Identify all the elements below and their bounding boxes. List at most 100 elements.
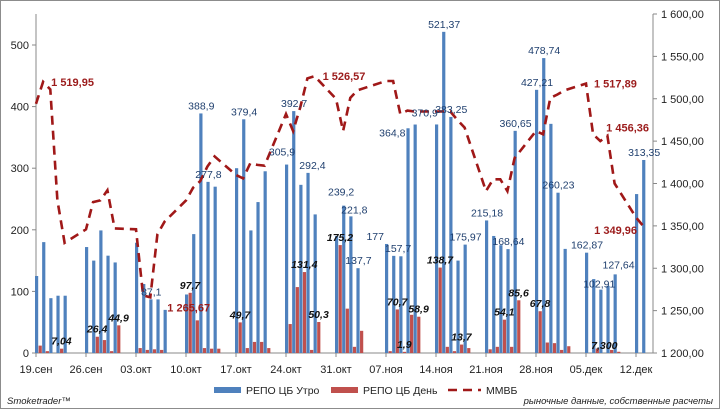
bar-repo-utro [106,255,110,353]
legend-label-mmvb: ММВБ [486,385,517,397]
bar-repo-utro [206,181,210,353]
bar-repo-utro [185,294,189,353]
utro-data-label: 162,87 [571,240,603,252]
bar-repo-utro [92,260,96,353]
bar-repo-utro [535,89,539,354]
bar-repo-den [152,349,157,353]
mmvb-data-label: 1 519,95 [51,77,94,89]
den-data-label: 7,04 [51,336,72,348]
utro-data-label: 168,64 [492,236,524,248]
bar-repo-den [410,314,414,353]
utro-data-label: 388,9 [188,100,214,112]
bar-repo-den [60,348,64,353]
mmvb-data-label: 1 265,67 [167,302,210,314]
bar-repo-den [295,287,299,353]
bar-repo-utro [506,249,510,353]
x-tick-label: 05.дек [570,364,603,376]
bar-repo-den [288,324,292,353]
bar-repo-utro [335,235,339,353]
den-data-label: 175,2 [327,232,353,244]
bar-repo-utro [399,256,403,353]
bar-repo-den [360,330,364,353]
bar-repo-den [595,348,599,353]
bar-repo-den [445,346,449,353]
bar-repo-den [617,351,621,353]
utro-data-label: 127,64 [603,259,635,271]
utro-data-label: 277,8 [195,169,221,181]
bar-repo-utro [142,284,146,353]
den-data-label: 50,3 [308,309,329,321]
x-tick-label: 14.ноя [419,364,452,376]
bar-repo-den [102,340,107,353]
bar-repo-den [95,336,99,353]
utro-data-label: 260,23 [542,180,574,192]
right-tick-label: 1 350,00 [661,221,704,233]
bar-repo-utro [435,124,439,354]
utro-data-label: 364,8 [379,127,405,139]
bar-repo-utro [256,202,260,353]
bar-repo-den [38,345,42,353]
bar-repo-utro [135,242,139,353]
bar-repo-den [402,351,407,353]
bar-repo-den [188,292,192,353]
bar-repo-utro [642,159,646,353]
bar-repo-den [488,349,492,353]
bar-repo-den [138,348,142,353]
bar-repo-utro [442,31,446,353]
bar-repo-utro [235,168,239,353]
den-data-label: 138,7 [427,255,454,267]
bar-repo-utro [356,268,360,353]
utro-data-label: 379,4 [231,106,257,118]
bar-repo-den [552,343,557,353]
bar-repo-utro [99,230,103,353]
den-data-label: 49,7 [229,309,252,321]
bar-repo-den [388,351,392,353]
bar-repo-utro [56,295,60,353]
bar-repo-den [502,319,507,353]
mmvb-data-label: 1 349,96 [594,225,637,237]
bar-repo-utro [599,289,603,353]
bar-repo-den [417,316,421,353]
x-tick-label: 17.окт [220,364,251,376]
den-data-label: 54,1 [494,307,515,319]
bar-repo-den [160,349,164,353]
bar-repo-den [195,320,199,353]
bar-repo-utro [49,298,53,353]
bar-repo-den [317,322,321,353]
bar-repo-utro [249,230,253,353]
bar-repo-den [338,245,342,353]
utro-data-label: 360,65 [500,118,532,130]
bar-repo-utro [413,124,417,353]
bar-repo-utro [613,274,617,353]
bar-repo-den [260,341,264,353]
bar-repo-utro [485,220,489,353]
legend-label-den: РЕПО ЦБ День [363,385,438,397]
x-tick-label: 10.окт [170,364,201,376]
bar-repo-utro [199,113,203,354]
utro-data-label: 292,4 [299,160,325,172]
bar-repo-den [245,348,249,353]
bar-repo-den [352,346,357,353]
utro-data-label: 370,9 [412,108,438,120]
den-data-label: 97,7 [180,280,202,292]
bar-repo-den [560,349,564,353]
utro-data-label: 175,97 [450,232,482,244]
den-data-label: 7,300 [591,340,617,352]
den-data-label: 26,4 [86,324,108,336]
left-tick-label: 400 [11,102,29,114]
mmvb-data-label: 1 517,89 [594,79,637,91]
bar-repo-utro [592,279,596,353]
bar-repo-den [45,351,49,353]
left-tick-label: 300 [11,163,29,175]
left-tick-label: 0 [23,348,29,360]
utro-data-label: 177 [366,231,384,243]
bar-repo-utro [499,245,503,353]
bar-repo-den [460,344,464,353]
bar-repo-utro [463,244,467,353]
den-data-label: 58,9 [408,304,429,316]
den-data-label: 44,9 [107,312,129,324]
bar-repo-den [345,308,349,353]
den-data-label: 1,9 [397,339,412,351]
